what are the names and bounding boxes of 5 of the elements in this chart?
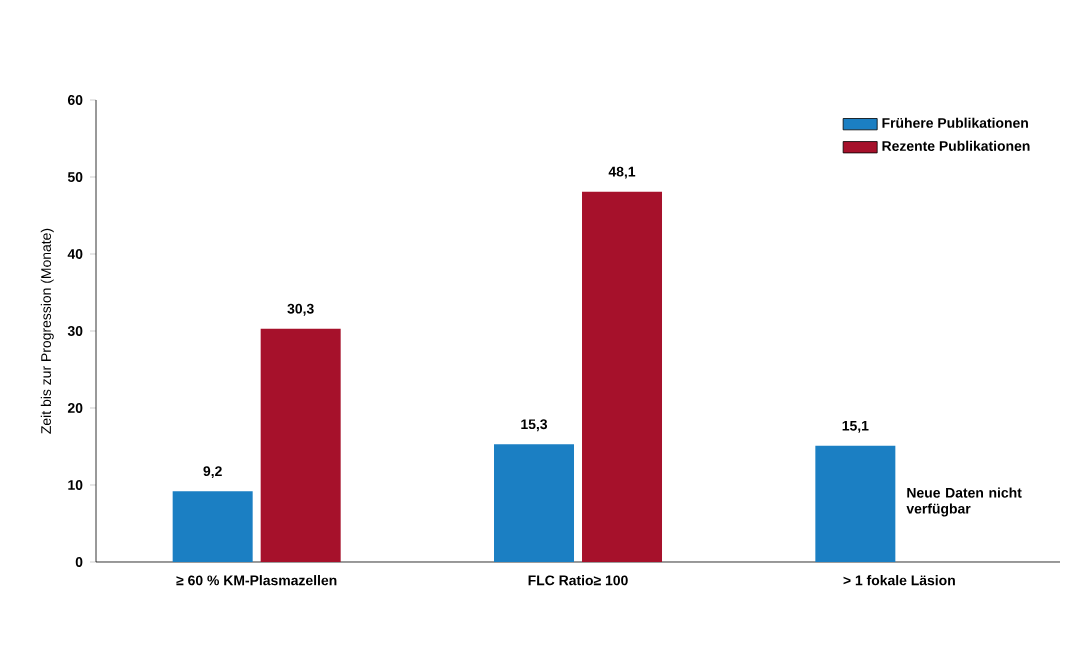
- bar: [494, 444, 575, 562]
- bar: [815, 445, 896, 562]
- bar: [172, 491, 253, 562]
- bar: [260, 328, 341, 562]
- bar: [582, 191, 663, 562]
